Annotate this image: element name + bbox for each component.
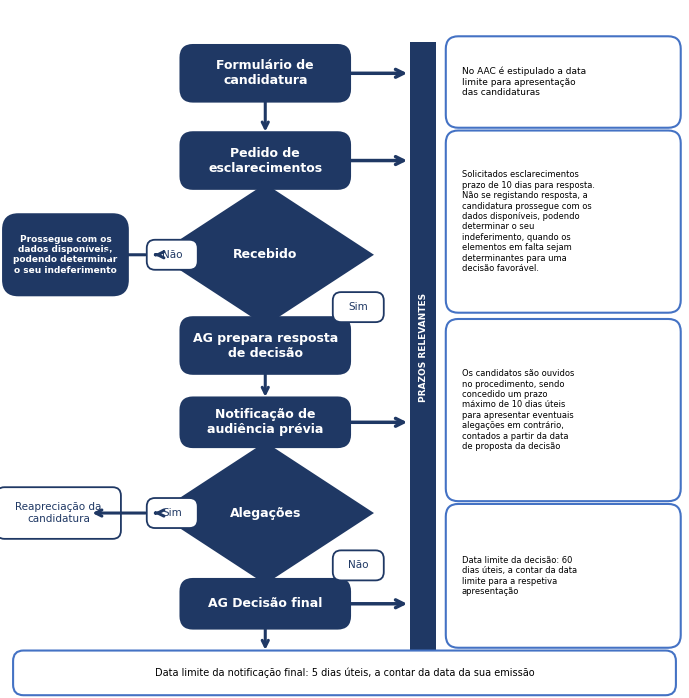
Text: AG prepara resposta
de decisão: AG prepara resposta de decisão: [193, 332, 338, 359]
Text: Pedido de
esclarecimentos: Pedido de esclarecimentos: [208, 147, 322, 174]
Text: AG Decisão final: AG Decisão final: [208, 597, 322, 610]
FancyBboxPatch shape: [446, 36, 681, 128]
FancyBboxPatch shape: [147, 239, 198, 269]
Polygon shape: [158, 443, 372, 583]
Text: Data limite da notificação final: 5 dias úteis, a contar da data da sua emissão: Data limite da notificação final: 5 dias…: [155, 667, 534, 678]
FancyBboxPatch shape: [446, 504, 681, 648]
Text: Sim: Sim: [349, 302, 368, 312]
FancyBboxPatch shape: [0, 487, 121, 539]
Text: Notificação de
audiência prévia: Notificação de audiência prévia: [207, 408, 323, 436]
Text: PRAZOS RELEVANTES: PRAZOS RELEVANTES: [418, 292, 428, 402]
Text: Não: Não: [348, 560, 369, 570]
FancyBboxPatch shape: [181, 45, 350, 101]
FancyBboxPatch shape: [446, 319, 681, 501]
Text: Não: Não: [162, 250, 183, 260]
FancyBboxPatch shape: [181, 317, 350, 374]
Text: Recebido: Recebido: [233, 248, 298, 261]
Text: Reapreciação da
candidatura: Reapreciação da candidatura: [15, 503, 102, 524]
Text: Data limite da decisão: 60
dias úteis, a contar da data
limite para a respetiva
: Data limite da decisão: 60 dias úteis, a…: [462, 556, 577, 596]
FancyBboxPatch shape: [333, 292, 384, 322]
Text: Formulário de
candidatura: Formulário de candidatura: [216, 59, 314, 87]
Text: Sim: Sim: [163, 508, 182, 518]
Text: Prossegue com os
dados disponíveis,
podendo determinar
o seu indeferimento: Prossegue com os dados disponíveis, pode…: [13, 235, 118, 275]
Polygon shape: [158, 185, 372, 325]
FancyBboxPatch shape: [13, 651, 676, 695]
Text: No AAC é estipulado a data
limite para apresentação
das candidaturas: No AAC é estipulado a data limite para a…: [462, 67, 586, 97]
Text: Solicitados esclarecimentos
prazo de 10 dias para resposta.
Não se registando re: Solicitados esclarecimentos prazo de 10 …: [462, 170, 595, 273]
Text: Os candidatos são ouvidos
no procedimento, sendo
concedido um prazo
máximo de 10: Os candidatos são ouvidos no procediment…: [462, 369, 574, 451]
FancyBboxPatch shape: [333, 550, 384, 581]
FancyBboxPatch shape: [181, 133, 350, 188]
FancyBboxPatch shape: [147, 498, 198, 528]
Text: Alegações: Alegações: [229, 507, 301, 519]
FancyBboxPatch shape: [3, 214, 128, 295]
FancyBboxPatch shape: [181, 579, 350, 628]
FancyBboxPatch shape: [181, 397, 350, 447]
FancyBboxPatch shape: [446, 131, 681, 313]
FancyBboxPatch shape: [410, 42, 436, 653]
